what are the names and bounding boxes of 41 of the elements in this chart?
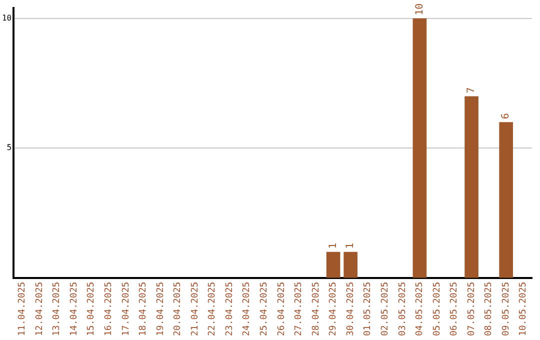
x-tick-label: 05.05.2025 <box>432 282 442 336</box>
x-tick-label: 22.04.2025 <box>208 282 218 336</box>
x-tick-label: 20.04.2025 <box>173 282 184 336</box>
x-tick-label: 30.04.2025 <box>346 282 356 336</box>
data-label: 6 <box>500 113 512 120</box>
x-tick-label: 23.04.2025 <box>224 282 235 336</box>
bar <box>464 96 478 278</box>
x-tick-label: 01.05.2025 <box>363 282 374 336</box>
x-tick-label: 08.05.2025 <box>484 282 494 336</box>
x-tick-label: 29.04.2025 <box>328 282 339 336</box>
x-tick-label: 12.04.2025 <box>34 282 45 336</box>
x-tick-label: 14.04.2025 <box>69 282 80 336</box>
data-label: 10 <box>414 3 426 16</box>
y-tick-label: 5 <box>6 143 12 152</box>
x-tick-label: 02.05.2025 <box>380 282 390 336</box>
x-tick-label: 06.05.2025 <box>450 282 460 336</box>
x-tick-label: 07.05.2025 <box>466 282 477 336</box>
data-label: 7 <box>466 87 478 94</box>
x-tick-label: 15.04.2025 <box>86 282 97 336</box>
x-tick-label: 28.04.2025 <box>311 282 322 336</box>
x-tick-label: 19.04.2025 <box>156 282 166 336</box>
x-tick-label: 21.04.2025 <box>190 282 200 336</box>
data-label: 1 <box>328 242 339 249</box>
x-tick-label: 16.04.2025 <box>104 282 114 336</box>
data-label: 1 <box>345 242 356 249</box>
bar <box>499 122 513 278</box>
x-tick-label: 27.04.2025 <box>294 282 304 336</box>
x-tick-label: 13.04.2025 <box>52 282 62 336</box>
x-tick-label: 24.04.2025 <box>242 282 252 336</box>
x-tick-label: 03.05.2025 <box>398 282 408 336</box>
x-tick-label: 04.05.2025 <box>415 282 426 336</box>
bar <box>344 252 358 278</box>
x-tick-label: 25.04.2025 <box>260 282 270 336</box>
bar <box>326 252 340 278</box>
x-tick-label: 10.05.2025 <box>518 282 529 336</box>
x-tick-label: 26.04.2025 <box>276 282 287 336</box>
x-tick-label: 11.04.2025 <box>18 282 28 336</box>
bar <box>412 18 427 278</box>
x-tick-label: 17.04.2025 <box>121 282 132 336</box>
x-tick-label: 18.04.2025 <box>138 282 149 336</box>
x-tick-label: 09.05.2025 <box>501 282 512 336</box>
